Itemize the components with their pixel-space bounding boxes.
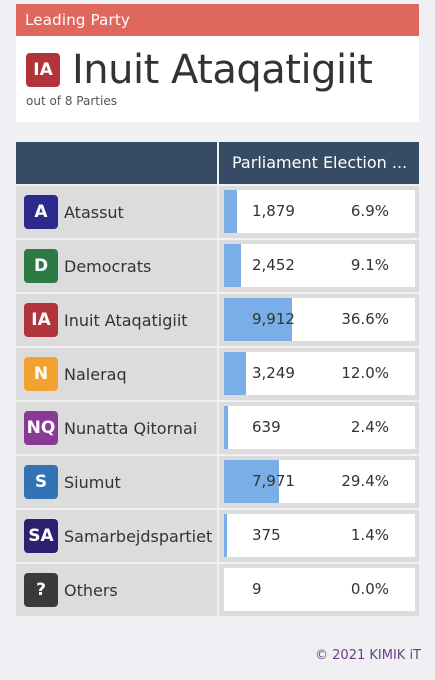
table-body: A Atassut 1,879 6.9% D Democrats 2,452 9.1% IA In… [16,186,419,616]
result-cell: 375 1.4% [219,510,419,562]
table-header: Parliament Election ... [16,142,419,184]
vote-count: 2,452 [252,256,295,274]
party-cell: ? Others [16,564,217,616]
vote-share-bar [224,352,246,395]
party-name: Atassut [64,202,124,222]
leading-party-name: Inuit Ataqatigiit [72,47,373,93]
vote-percent: 6.9% [350,202,389,220]
party-badge: SA [24,519,58,553]
results-table: Parliament Election ... A Atassut 1,879 6.9… [16,142,419,616]
leading-party-subtitle: out of 8 Parties [26,94,117,108]
vote-count: 3,249 [252,364,295,382]
table-header-election-column[interactable]: Parliament Election ... [219,142,419,184]
party-name: Inuit Ataqatigiit [64,310,188,330]
result-cell: 2,452 9.1% [219,240,419,292]
table-row[interactable]: A Atassut 1,879 6.9% [16,186,419,238]
table-row[interactable]: IA Inuit Ataqatigiit 9,912 36.6% [16,294,419,346]
result-cell-inner: 7,971 29.4% [224,460,415,503]
result-cell: 3,249 12.0% [219,348,419,400]
result-cell-inner: 375 1.4% [224,514,415,557]
result-cell-inner: 639 2.4% [224,406,415,449]
party-badge: A [24,195,58,229]
party-badge: S [24,465,58,499]
party-cell: NQ Nunatta Qitornai [16,402,217,454]
vote-percent: 0.0% [350,580,389,598]
leading-party-card: Leading Party IA Inuit Ataqatigiit out o… [16,4,419,122]
party-cell: SA Samarbejdspartiet [16,510,217,562]
table-row[interactable]: NQ Nunatta Qitornai 639 2.4% [16,402,419,454]
vote-share-bar [224,460,279,503]
result-cell-inner: 3,249 12.0% [224,352,415,395]
vote-percent: 12.0% [341,364,389,382]
vote-share-bar [224,190,237,233]
table-row[interactable]: D Democrats 2,452 9.1% [16,240,419,292]
footer-copyright: © 2021 KIMIK iT [315,648,421,663]
party-cell: N Naleraq [16,348,217,400]
party-cell: D Democrats [16,240,217,292]
vote-percent: 9.1% [350,256,389,274]
table-row[interactable]: SA Samarbejdspartiet 375 1.4% [16,510,419,562]
party-cell: S Siumut [16,456,217,508]
result-cell-inner: 1,879 6.9% [224,190,415,233]
vote-count: 639 [252,418,281,436]
vote-share-bar [224,406,228,449]
table-row[interactable]: ? Others 9 0.0% [16,564,419,616]
result-cell-inner: 9,912 36.6% [224,298,415,341]
result-cell: 9 0.0% [219,564,419,616]
table-row[interactable]: S Siumut 7,971 29.4% [16,456,419,508]
result-cell: 7,971 29.4% [219,456,419,508]
result-cell: 639 2.4% [219,402,419,454]
vote-percent: 2.4% [350,418,389,436]
party-name: Siumut [64,472,121,492]
vote-count: 1,879 [252,202,295,220]
vote-percent: 36.6% [341,310,389,328]
vote-count: 7,971 [252,472,295,490]
result-cell-inner: 2,452 9.1% [224,244,415,287]
party-name: Naleraq [64,364,127,384]
table-row[interactable]: N Naleraq 3,249 12.0% [16,348,419,400]
vote-count: 9 [252,580,262,598]
vote-percent: 1.4% [350,526,389,544]
leading-party-header: Leading Party [16,4,419,36]
party-cell: A Atassut [16,186,217,238]
result-cell: 9,912 36.6% [219,294,419,346]
leading-party-body: IA Inuit Ataqatigiit out of 8 Parties [16,36,419,122]
result-cell: 1,879 6.9% [219,186,419,238]
party-badge: D [24,249,58,283]
party-cell: IA Inuit Ataqatigiit [16,294,217,346]
party-name: Others [64,580,118,600]
party-name: Samarbejdspartiet [64,526,213,546]
party-badge: ? [24,573,58,607]
party-badge: IA [24,303,58,337]
vote-count: 375 [252,526,281,544]
party-name: Democrats [64,256,152,276]
table-header-party-column [16,142,217,184]
vote-share-bar [224,298,292,341]
vote-share-bar [224,514,227,557]
result-cell-inner: 9 0.0% [224,568,415,611]
vote-count: 9,912 [252,310,295,328]
party-name: Nunatta Qitornai [64,418,198,438]
party-badge: N [24,357,58,391]
vote-percent: 29.4% [341,472,389,490]
vote-share-bar [224,244,241,287]
leading-party-badge: IA [26,53,60,87]
party-badge: NQ [24,411,58,445]
